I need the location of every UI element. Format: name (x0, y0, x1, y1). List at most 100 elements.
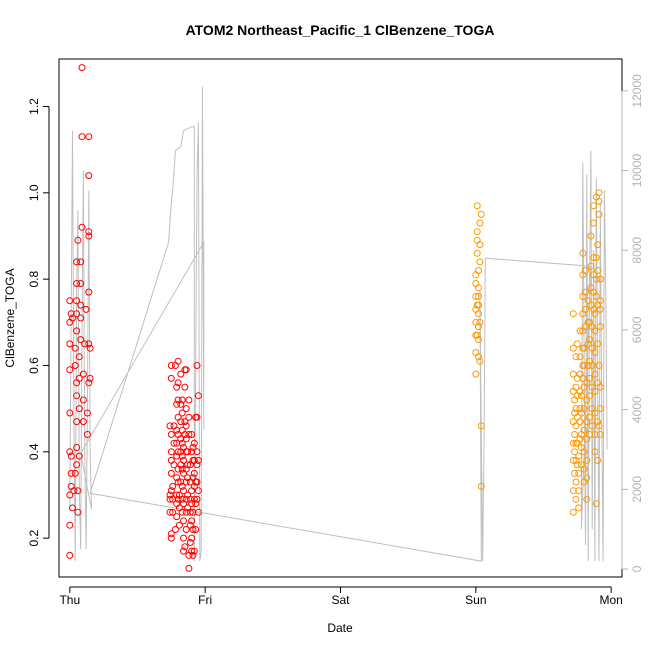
data-point (83, 409, 91, 417)
data-point (166, 422, 174, 430)
data-point (182, 465, 190, 473)
data-point (71, 344, 79, 352)
data-point (167, 487, 175, 495)
data-point (167, 431, 175, 438)
data-point (473, 301, 481, 309)
data-point (188, 431, 196, 438)
data-point (194, 487, 202, 495)
data-point (193, 478, 201, 486)
data-point (79, 396, 87, 404)
data-point (167, 456, 175, 464)
data-point (181, 418, 189, 426)
data-point (81, 340, 89, 348)
data-point (588, 422, 596, 430)
data-point (580, 448, 588, 456)
data-point (177, 418, 185, 426)
data-point (576, 327, 584, 335)
x-tick-label: Thu (59, 593, 80, 607)
data-point (185, 564, 193, 572)
data-point (178, 508, 186, 516)
data-point (173, 474, 181, 482)
data-point (67, 310, 75, 318)
x-tick-label: Mon (600, 593, 623, 607)
data-point (67, 469, 75, 477)
data-point (192, 526, 200, 533)
data-point (171, 526, 179, 533)
data-point (189, 551, 197, 559)
data-point (86, 344, 94, 352)
data-point (69, 314, 76, 322)
data-point (580, 405, 588, 413)
data-point (595, 210, 603, 218)
data-point (576, 353, 584, 361)
data-point (189, 526, 197, 533)
data-point (180, 547, 187, 555)
data-point (594, 267, 602, 274)
altitude-line-layer (69, 86, 608, 562)
data-point (580, 362, 588, 369)
data-point (78, 64, 86, 72)
data-point (66, 340, 74, 348)
data-point (472, 370, 480, 378)
data-point (596, 431, 604, 438)
data-point (167, 469, 175, 477)
data-point (583, 456, 591, 464)
data-point (194, 508, 202, 516)
data-point (591, 370, 599, 378)
data-point (66, 448, 74, 456)
y-tick-label: 0.8 (27, 270, 41, 287)
right-y-tick-label: 10000 (630, 154, 644, 188)
data-point (175, 521, 183, 529)
right-y-tick-label: 0 (630, 565, 644, 572)
data-point (569, 439, 577, 447)
data-point (594, 456, 602, 464)
data-point (180, 456, 187, 464)
data-point (193, 448, 201, 456)
data-point (591, 387, 599, 395)
data-point (75, 405, 83, 413)
data-point (584, 340, 592, 348)
data-point (177, 400, 185, 408)
data-point (66, 366, 74, 374)
data-point (85, 133, 93, 141)
y-axis: 0.2 0.4 0.6 0.8 1.0 1.2 (27, 98, 50, 546)
data-point (575, 504, 583, 512)
data-point (571, 469, 579, 477)
data-point (182, 405, 190, 413)
data-point (576, 387, 584, 395)
data-point (582, 305, 589, 313)
data-point (592, 254, 600, 262)
data-point (180, 534, 187, 542)
data-point (186, 539, 194, 546)
data-point (167, 530, 175, 538)
right-y-tick-label: 6000 (630, 316, 644, 343)
data-point (476, 241, 484, 249)
data-point (588, 362, 596, 369)
data-point (473, 228, 481, 236)
data-point (193, 413, 201, 421)
data-point (595, 362, 603, 369)
data-point (476, 357, 484, 365)
data-point (182, 526, 190, 533)
data-points-layer (66, 64, 604, 572)
data-point (85, 379, 93, 387)
data-point (592, 292, 600, 300)
data-point (591, 310, 599, 318)
data-point (572, 383, 580, 391)
y-tick-label: 0.2 (27, 529, 41, 546)
data-point (174, 478, 182, 486)
data-point (571, 431, 579, 438)
data-point (66, 551, 74, 559)
data-point (591, 448, 599, 456)
data-point (569, 456, 577, 464)
data-point (85, 232, 93, 240)
data-point (173, 513, 181, 521)
data-point (591, 409, 599, 417)
data-point (476, 258, 484, 266)
altitude-line (69, 86, 608, 562)
data-point (83, 431, 91, 438)
data-point (590, 254, 598, 262)
data-point (181, 383, 189, 391)
data-point (174, 379, 182, 387)
data-point (75, 353, 83, 361)
